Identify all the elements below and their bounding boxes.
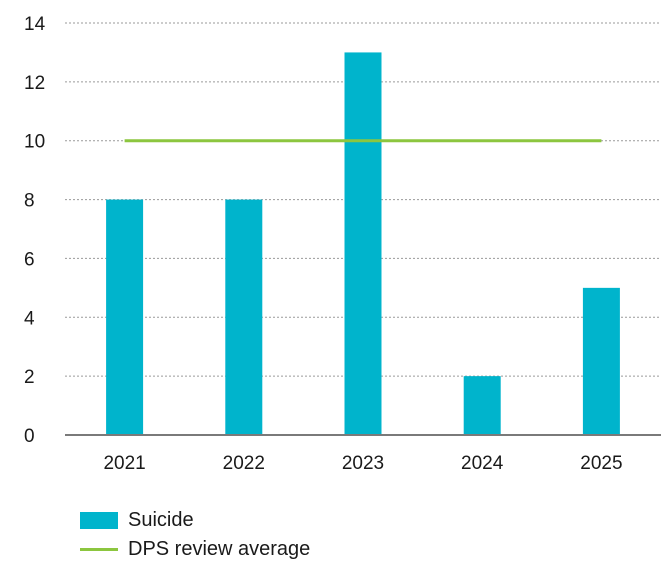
y-axis-ticks: 0 2 4 6 8 10 12 14 bbox=[24, 14, 46, 447]
legend-item-line: DPS review average bbox=[80, 535, 310, 564]
legend-label-line: DPS review average bbox=[128, 538, 311, 560]
bar-2024 bbox=[463, 376, 501, 435]
y-tick-label: 10 bbox=[24, 132, 45, 153]
legend-swatch-line bbox=[80, 548, 118, 551]
x-tick-label: 2023 bbox=[342, 453, 384, 474]
x-axis-ticks: 2021 2022 2023 2024 2025 bbox=[103, 453, 622, 474]
y-tick-label: 8 bbox=[24, 191, 35, 212]
y-tick-label: 6 bbox=[24, 249, 35, 270]
y-tick-label: 0 bbox=[24, 426, 35, 447]
bar-2023 bbox=[344, 52, 382, 436]
chart: 0 2 4 6 8 10 12 14 2021 2022 2023 2024 2025 bbox=[24, 14, 661, 474]
x-tick-label: 2022 bbox=[223, 453, 265, 474]
legend-item-bars: Suicide bbox=[80, 506, 310, 535]
x-tick-label: 2025 bbox=[580, 453, 622, 474]
legend-swatch-bars bbox=[80, 512, 118, 529]
bar-2021 bbox=[106, 199, 144, 435]
y-tick-label: 2 bbox=[24, 367, 35, 388]
x-tick-label: 2024 bbox=[461, 453, 504, 474]
x-tick-label: 2021 bbox=[103, 453, 145, 474]
y-tick-label: 12 bbox=[24, 73, 45, 94]
legend: Suicide DPS review average bbox=[80, 506, 310, 564]
y-tick-label: 14 bbox=[24, 14, 46, 35]
bar-2022 bbox=[225, 199, 263, 435]
bar-2025 bbox=[582, 287, 620, 435]
legend-label-bars: Suicide bbox=[128, 509, 194, 531]
bars bbox=[106, 52, 620, 436]
y-tick-label: 4 bbox=[24, 308, 35, 329]
